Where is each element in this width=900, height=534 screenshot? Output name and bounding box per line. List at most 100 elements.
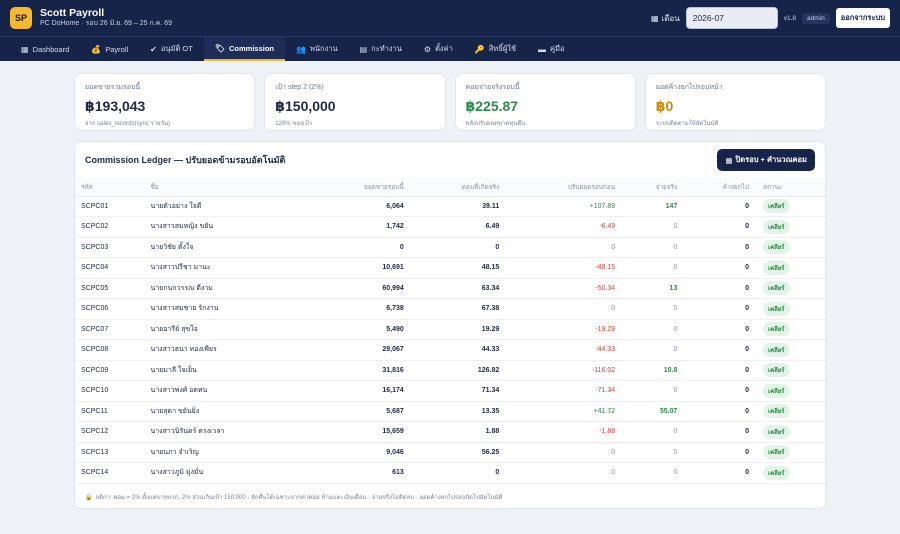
cell-adjust: 0: [507, 237, 624, 258]
table-row[interactable]: SCPC10 นางสาวพงศ์ อดทน 16,174 71.34 -71.34 0 0…: [75, 380, 825, 402]
table-row[interactable]: SCPC05 นายกนกวรรณ ดีงาม 60,994 63.34 -50.34 1…: [75, 278, 825, 299]
cell-carry: 0: [685, 360, 758, 381]
table-row[interactable]: SCPC13 นายนภา จำเริญ 9,046 56.25 0 0 0 เคลียร์: [75, 442, 825, 463]
cell-carry: 0: [685, 237, 758, 258]
nav-icon: 🏷: [214, 43, 225, 53]
nav-item-2[interactable]: ✔ อนุมัติ OT: [139, 37, 204, 61]
card-value: ฿0: [655, 98, 674, 114]
summary-cards: ยอดขายรวมรอบนี้ ฿193,043 จาก sales_records…: [0, 61, 900, 131]
month-input[interactable]: 2026-07: [685, 7, 778, 29]
cell-code: SCPC11: [75, 401, 145, 422]
cell-earned: 19.29: [411, 319, 508, 340]
cell-name: นายวิชัย ตั้งใจ: [144, 237, 312, 258]
cell-name: นางสาวนิรันดร์ ตรงเวลา: [144, 421, 312, 443]
lock-icon: 🔒: [85, 494, 93, 501]
nav-item-6[interactable]: ⚙ ตั้งค่า: [413, 37, 464, 61]
cell-code: SCPC09: [75, 360, 145, 381]
cell-sales: 6,064: [311, 196, 412, 217]
cell-code: SCPC07: [75, 319, 145, 340]
cell-code: SCPC06: [75, 298, 145, 320]
cell-earned: 126.82: [411, 360, 508, 381]
card-label: เป้า step 2 (2%): [275, 84, 324, 91]
cell-adjust: +41.72: [507, 401, 624, 422]
app-subtitle: PC DoHome · รอบ 26 มิ.ย. 69 – 25 ก.ค. 69: [40, 20, 172, 27]
calculator-icon: ▦: [725, 155, 733, 165]
cell-earned: 0: [411, 462, 508, 484]
user-badge: admin: [802, 12, 830, 24]
table-row[interactable]: SCPC01 นายตัวอย่าง ใจดี 6,064 39.11 +107.89 1…: [75, 196, 825, 217]
nav-item-8[interactable]: ▬ คู่มือ: [527, 37, 575, 61]
month-label: ▦ เดือน: [651, 12, 680, 25]
table-row[interactable]: SCPC03 นายวิชัย ตั้งใจ 0 0 0 0 0 เคลียร์: [75, 237, 825, 258]
cell-earned: 6.49: [411, 216, 508, 238]
table-row[interactable]: SCPC08 นางสาวธนา ทองเพียร 29,067 44.33 -44.3…: [75, 339, 825, 361]
column-header: ค้างยกไป: [685, 178, 758, 197]
cell-code: SCPC08: [75, 339, 145, 361]
cell-paid: 0: [623, 380, 686, 402]
nav-label: คู่มือ: [550, 44, 565, 53]
table-row[interactable]: SCPC09 นายมาลี ใจเย็น 31,816 126.82 -116.02 1…: [75, 360, 825, 381]
cell-name: นางสาวสมหญิง ขยัน: [144, 216, 312, 238]
cell-paid: 0: [623, 421, 686, 443]
card-value: ฿150,000: [275, 98, 336, 114]
cell-carry: 0: [685, 257, 758, 279]
nav-icon: 👥: [296, 44, 306, 54]
column-header: คอมที่เกิดจริง: [411, 178, 508, 197]
nav-item-1[interactable]: 💰 Payroll: [80, 37, 139, 61]
status-badge: เคลียร์: [763, 404, 790, 419]
table-row[interactable]: SCPC06 นางสาวสมชาย รักงาน 6,738 67.38 0 0 0 เคล…: [75, 298, 825, 320]
summary-card: ยอดค้างยกไปรอบหน้า ฿0 ระบบติดตามให้อัตโนมั…: [644, 73, 826, 131]
column-header: ชื่อ: [144, 178, 312, 197]
nav-item-3[interactable]: 🏷 Commission: [203, 37, 285, 61]
cell-sales: 613: [311, 462, 412, 484]
cell-paid: 0: [623, 237, 686, 258]
close-round-button[interactable]: ▦ ปิดรอบ + คำนวณคอม: [717, 149, 815, 171]
cell-sales: 9,046: [311, 442, 412, 463]
cell-adjust: -71.34: [507, 380, 624, 402]
card-note: ระบบติดตามให้อัตโนมัติ: [655, 121, 719, 127]
cell-name: นายกนกวรรณ ดีงาม: [144, 278, 312, 299]
nav-item-0[interactable]: ▦ Dashboard: [10, 37, 80, 61]
nav-item-5[interactable]: ▤ กะทำงาน: [349, 37, 413, 61]
table-row[interactable]: SCPC11 นายสุดา ขยันยิ่ง 5,687 13.35 +41.72 55…: [75, 401, 825, 422]
nav-label: Commission: [228, 43, 274, 53]
cell-adjust: 0: [507, 298, 624, 320]
table-row[interactable]: SCPC07 นายอารีย์ สุขใจ 5,490 19.29 -19.29 0 0 เ…: [75, 319, 825, 340]
nav-item-4[interactable]: 👥 พนักงาน: [285, 37, 349, 61]
ledger-panel: Commission Ledger — ปรับยอดข้ามรอบอัตโนม…: [74, 141, 826, 509]
top-right-controls: ▦ เดือน 2026-07 v1.8 admin ออกจากระบบ: [651, 7, 890, 29]
cell-adjust: 0: [507, 462, 624, 484]
ledger-table: รหัส ชื่อ ยอดขายรอบนี้ คอมที่เกิดจริง ปรับยอ…: [75, 178, 825, 484]
logout-button[interactable]: ออกจากระบบ: [835, 8, 890, 28]
cell-carry: 0: [685, 278, 758, 299]
cell-name: นายมาลี ใจเย็น: [144, 360, 312, 381]
card-label: คอมจ่ายจริงรอบนี้: [465, 84, 520, 91]
cell-sales: 1,742: [311, 216, 412, 238]
nav-icon: 🔑: [474, 44, 485, 54]
table-header-row: รหัส ชื่อ ยอดขายรอบนี้ คอมที่เกิดจริง ปรับยอ…: [75, 178, 825, 197]
cell-paid: 0: [623, 298, 686, 320]
table-row[interactable]: SCPC14 นางสาวภูมิ มุ่งมั่น 613 0 0 0 0 เคลียร์: [75, 462, 825, 484]
cell-name: นางสาวสมชาย รักงาน: [144, 298, 312, 320]
status-badge: เคลียร์: [763, 260, 790, 275]
nav-icon: ✔: [150, 44, 157, 54]
cell-earned: 63.34: [411, 278, 508, 299]
nav-label: อนุมัติ OT: [160, 44, 193, 53]
nav-item-7[interactable]: 🔑 สิทธิ์ผู้ใช้: [464, 37, 527, 61]
table-row[interactable]: SCPC02 นางสาวสมหญิง ขยัน 1,742 6.49 -6.49 0 0 เ…: [75, 216, 825, 238]
cell-paid: 13: [623, 278, 686, 299]
cell-carry: 0: [685, 462, 758, 484]
cell-carry: 0: [685, 339, 758, 361]
column-header: จ่ายจริง: [623, 178, 686, 197]
cell-adjust: -50.34: [507, 278, 624, 299]
cell-sales: 5,687: [311, 401, 412, 422]
cell-sales: 16,174: [311, 380, 412, 402]
cell-status: เคลียร์: [757, 401, 825, 422]
cell-carry: 0: [685, 380, 758, 402]
cell-code: SCPC04: [75, 257, 145, 279]
cell-earned: 13.35: [411, 401, 508, 422]
cell-sales: 6,738: [311, 298, 412, 320]
table-row[interactable]: SCPC04 นางสาวปรีชา มานะ 10,691 48.15 -48.15 0…: [75, 257, 825, 279]
cell-status: เคลียร์: [757, 237, 825, 258]
table-row[interactable]: SCPC12 นางสาวนิรันดร์ ตรงเวลา 15,659 1.88 -1…: [75, 421, 825, 443]
